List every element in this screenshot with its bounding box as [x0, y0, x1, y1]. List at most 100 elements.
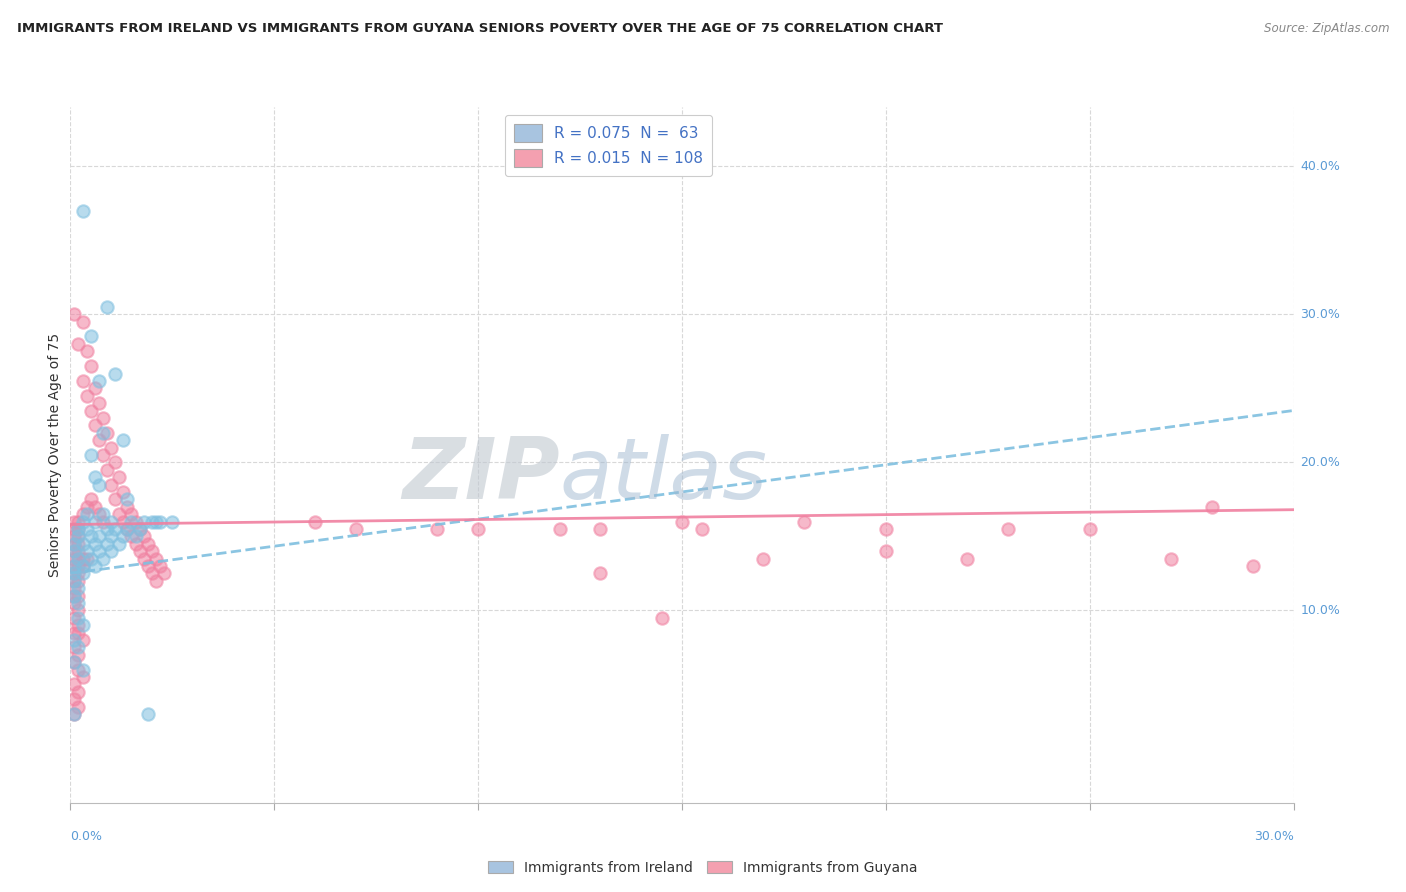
Point	[153, 566, 176, 581]
Point	[91, 425, 114, 440]
Point	[752, 551, 775, 566]
Point	[72, 566, 94, 581]
Point	[63, 632, 86, 647]
Point	[1078, 522, 1101, 536]
Point	[72, 515, 94, 529]
Point	[79, 529, 103, 543]
Point	[67, 537, 90, 551]
Point	[875, 522, 897, 536]
Text: 30.0%: 30.0%	[1254, 830, 1294, 843]
Point	[104, 522, 127, 536]
Point	[72, 558, 94, 573]
Point	[67, 640, 90, 655]
Point	[67, 581, 90, 595]
Text: atlas: atlas	[560, 434, 768, 517]
Point	[96, 463, 118, 477]
Point	[141, 544, 163, 558]
Point	[96, 537, 118, 551]
Point	[67, 625, 90, 640]
Legend: Immigrants from Ireland, Immigrants from Guyana: Immigrants from Ireland, Immigrants from…	[482, 855, 924, 880]
Text: 20.0%: 20.0%	[1301, 456, 1340, 469]
Point	[117, 492, 139, 507]
Point	[63, 589, 86, 603]
Point	[1241, 558, 1264, 573]
Point	[67, 544, 90, 558]
Point	[671, 515, 693, 529]
Point	[141, 566, 163, 581]
Point	[145, 551, 167, 566]
Point	[72, 315, 94, 329]
Point	[79, 551, 103, 566]
Point	[124, 529, 146, 543]
Point	[63, 551, 86, 566]
Point	[63, 566, 86, 581]
Point	[76, 389, 98, 403]
Text: ZIP: ZIP	[402, 434, 560, 517]
Point	[67, 515, 90, 529]
Point	[83, 500, 105, 514]
Point	[117, 500, 139, 514]
Point	[104, 455, 127, 469]
Text: 10.0%: 10.0%	[1301, 604, 1340, 617]
Point	[63, 596, 86, 610]
Point	[91, 551, 114, 566]
Point	[67, 618, 90, 632]
Point	[67, 699, 90, 714]
Point	[67, 648, 90, 662]
Point	[67, 551, 90, 566]
Point	[124, 537, 146, 551]
Point	[132, 529, 155, 543]
Point	[72, 374, 94, 388]
Point	[87, 374, 110, 388]
Point	[136, 537, 159, 551]
Point	[67, 337, 90, 351]
Text: 0.0%: 0.0%	[70, 830, 103, 843]
Point	[79, 492, 103, 507]
Point	[63, 307, 86, 321]
Point	[875, 544, 897, 558]
Point	[63, 522, 86, 536]
Point	[63, 706, 86, 721]
Point	[100, 544, 122, 558]
Point	[63, 640, 86, 655]
Point	[83, 418, 105, 433]
Point	[96, 300, 118, 314]
Point	[426, 522, 449, 536]
Point	[67, 551, 90, 566]
Point	[128, 544, 150, 558]
Point	[72, 663, 94, 677]
Point	[83, 470, 105, 484]
Point	[67, 589, 90, 603]
Point	[72, 507, 94, 521]
Point	[121, 529, 143, 543]
Point	[128, 522, 150, 536]
Point	[67, 529, 90, 543]
Point	[72, 670, 94, 684]
Point	[100, 515, 122, 529]
Point	[132, 551, 155, 566]
Point	[63, 537, 86, 551]
Point	[149, 515, 172, 529]
Point	[87, 477, 110, 491]
Point	[83, 515, 105, 529]
Point	[124, 515, 146, 529]
Point	[136, 706, 159, 721]
Point	[91, 448, 114, 462]
Point	[67, 522, 90, 536]
Point	[67, 522, 90, 536]
Point	[956, 551, 979, 566]
Point	[100, 477, 122, 491]
Text: 40.0%: 40.0%	[1301, 160, 1340, 173]
Point	[96, 522, 118, 536]
Point	[548, 522, 571, 536]
Point	[108, 507, 131, 521]
Point	[76, 551, 98, 566]
Point	[63, 515, 86, 529]
Point	[63, 655, 86, 669]
Point	[87, 529, 110, 543]
Point	[63, 544, 86, 558]
Point	[76, 507, 98, 521]
Point	[79, 448, 103, 462]
Point	[72, 551, 94, 566]
Point	[589, 566, 612, 581]
